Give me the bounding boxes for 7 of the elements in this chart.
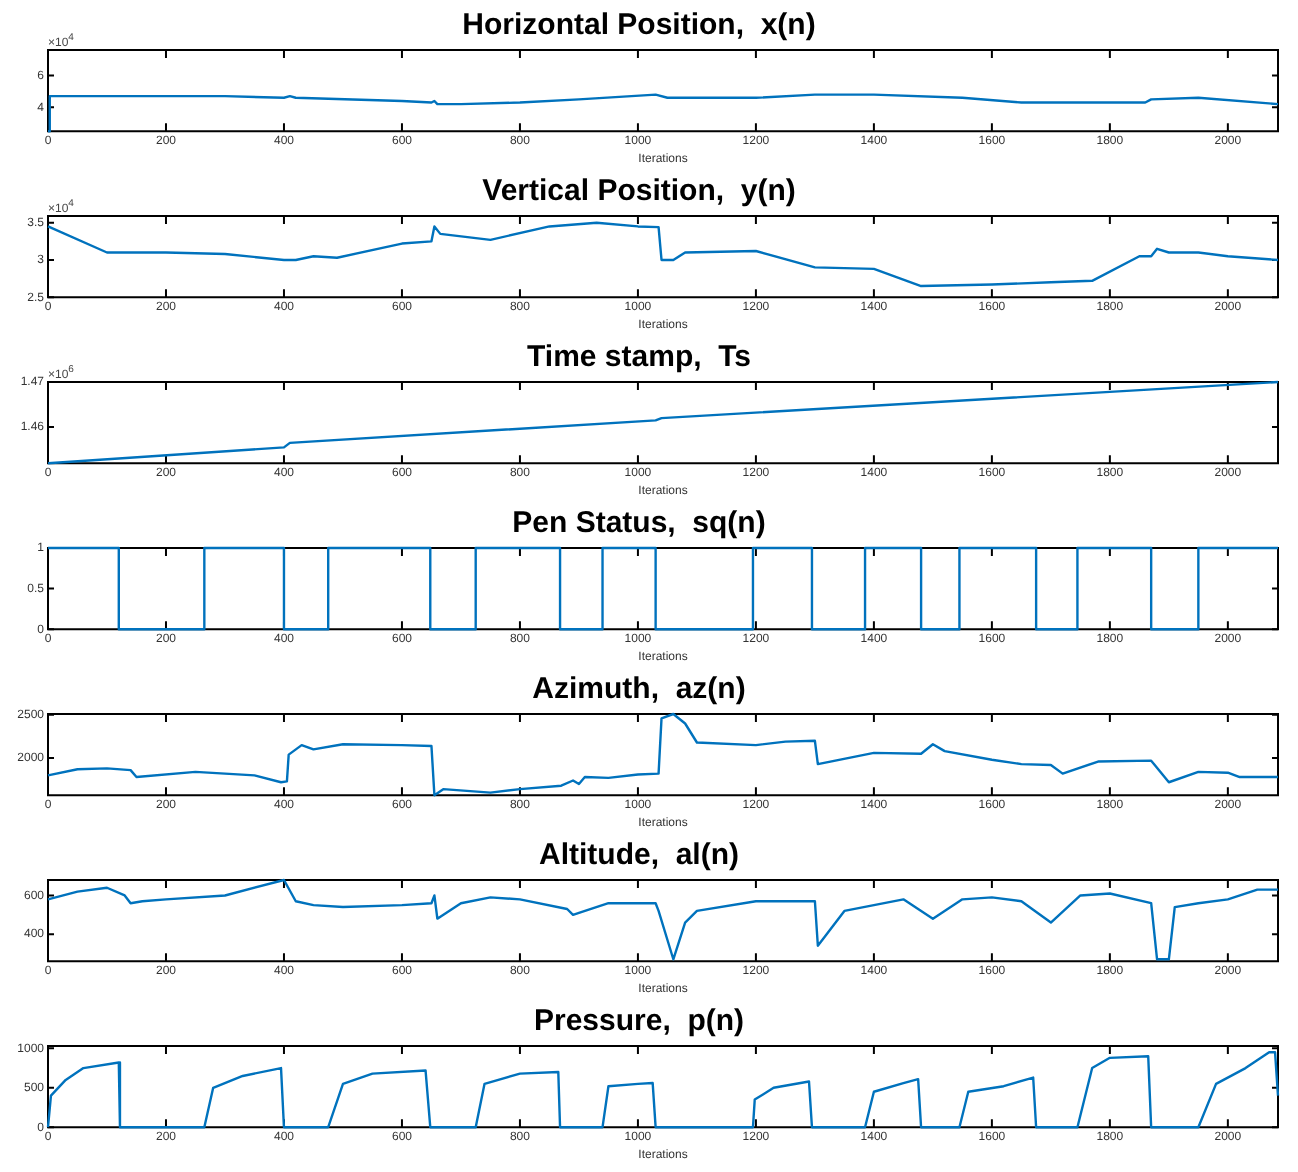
chart-title: Horizontal Position, x(n) [462,8,816,43]
chart-title: Vertical Position, y(n) [482,174,796,209]
chart-title: Pressure, p(n) [533,1004,745,1039]
chart-title: Azimuth, az(n) [532,672,746,707]
chart-title: Pen Status, sq(n) [512,506,766,541]
chart-title: Altitude, al(n) [539,838,739,873]
chart-title: Time stamp, Ts [527,340,751,375]
